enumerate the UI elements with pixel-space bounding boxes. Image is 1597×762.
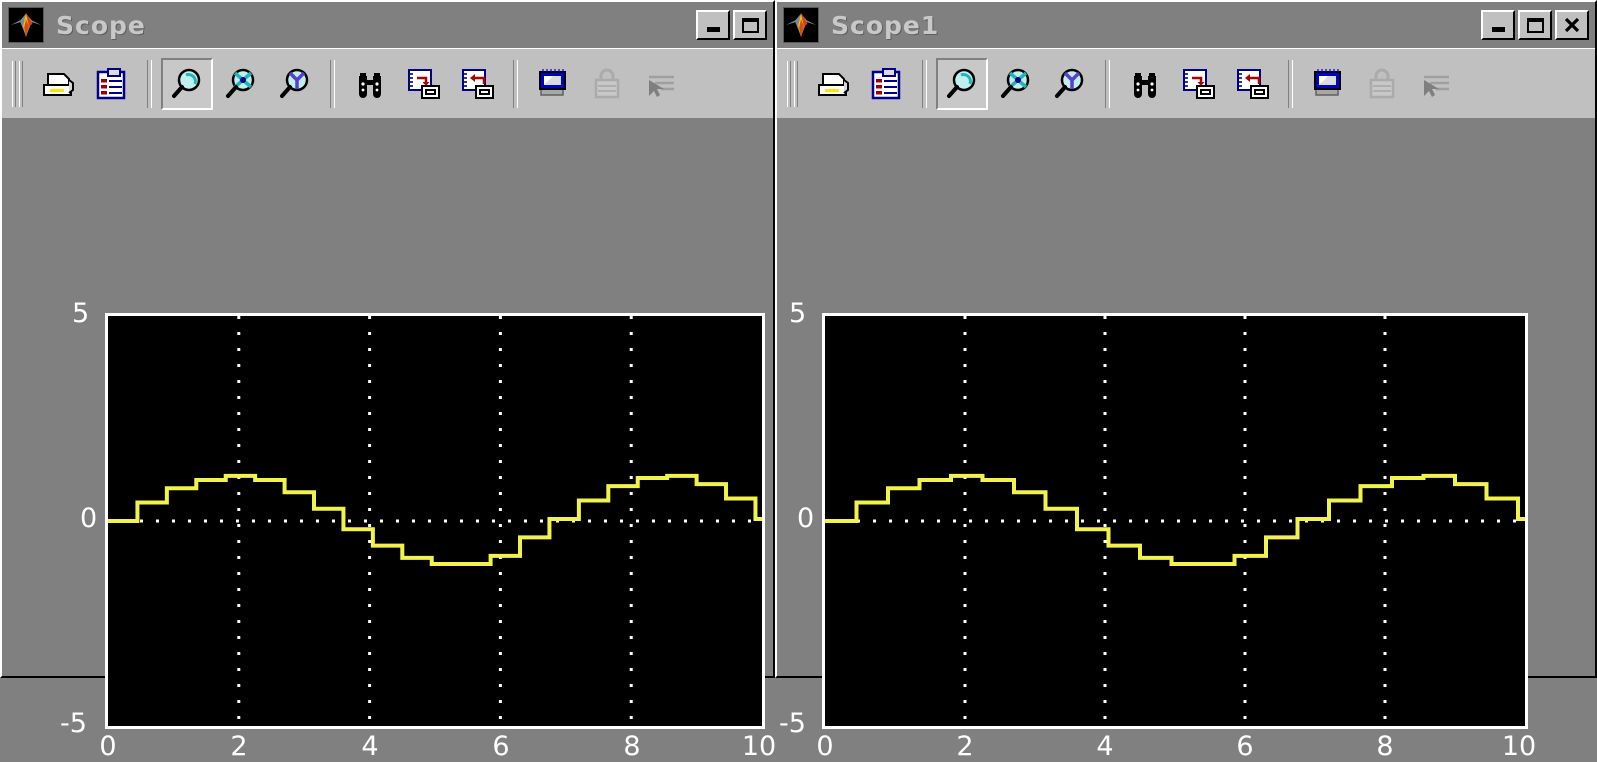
zoom-x-magnifier-icon — [226, 68, 255, 98]
x-tick-label-4: 4 — [1096, 731, 1114, 762]
autoscale-button[interactable] — [1119, 58, 1171, 110]
binoculars-icon — [359, 72, 381, 98]
matlab-membrane-icon — [8, 7, 44, 43]
y-tick-label-bottom: -5 — [60, 708, 87, 739]
zoom-y-magnifier-icon — [280, 68, 309, 98]
restore-axes-icon — [462, 68, 494, 99]
lock-axes-icon — [594, 68, 620, 98]
minimize-icon — [698, 12, 728, 38]
plot-canvas[interactable] — [822, 313, 1528, 729]
zoom-x-button[interactable] — [215, 58, 267, 110]
floating-scope-icon — [539, 68, 566, 96]
parameters-clipboard-icon — [96, 67, 126, 99]
lock-axes-button — [581, 58, 633, 110]
restore-axes-button[interactable] — [1227, 58, 1279, 110]
zoom-magnifier-icon — [172, 68, 201, 98]
y-tick-label-zero: 0 — [80, 503, 98, 534]
x-tick-label-0: 0 — [99, 731, 117, 762]
restore-axes-button[interactable] — [452, 58, 504, 110]
floating-scope-icon — [1314, 68, 1341, 96]
window-title: Scope — [56, 10, 146, 40]
print-button[interactable] — [32, 58, 84, 110]
parameters-clipboard-icon — [871, 67, 901, 99]
x-tick-label-10: 10 — [1501, 731, 1537, 762]
restore-axes-icon — [1237, 68, 1269, 99]
x-tick-label-6: 6 — [492, 731, 510, 762]
window-buttons — [696, 10, 769, 40]
parameters-button[interactable] — [86, 58, 138, 110]
x-tick-label-8: 8 — [1376, 731, 1394, 762]
lock-axes-button — [1356, 58, 1408, 110]
save-axes-button[interactable] — [398, 58, 450, 110]
plot-svg — [825, 316, 1525, 726]
matlab-membrane-icon — [783, 7, 819, 43]
binoculars-icon — [1134, 72, 1156, 98]
signal-selection-button — [635, 58, 687, 110]
y-tick-label-bottom: -5 — [779, 708, 806, 739]
y-tick-label-zero: 0 — [797, 503, 815, 534]
window-buttons — [1481, 10, 1591, 40]
scope-window-scope1[interactable]: Scope1 — [775, 0, 1597, 760]
titlebar[interactable]: Scope1 — [777, 2, 1595, 48]
zoom-y-magnifier-icon — [1055, 68, 1084, 98]
separator-icon — [1105, 59, 1110, 108]
save-axes-icon — [1183, 68, 1215, 99]
scope-window-scope[interactable]: Scope — [0, 0, 776, 760]
grip-icon[interactable] — [787, 60, 799, 107]
maximize-icon — [1520, 12, 1550, 38]
save-axes-button[interactable] — [1173, 58, 1225, 110]
zoom-y-button[interactable] — [269, 58, 321, 110]
maximize-button[interactable] — [1518, 10, 1552, 40]
x-tick-label-2: 2 — [230, 731, 248, 762]
zoom-x-magnifier-icon — [1001, 68, 1030, 98]
signal-selection-icon — [649, 75, 674, 97]
zoom-x-button[interactable] — [990, 58, 1042, 110]
zoom-magnifier-icon — [947, 68, 976, 98]
floating-scope-button[interactable] — [1302, 58, 1354, 110]
zoom-button[interactable] — [936, 57, 988, 110]
y-tick-label-top: 5 — [72, 298, 90, 329]
grip-icon[interactable] — [12, 60, 24, 107]
x-tick-label-2: 2 — [956, 731, 974, 762]
separator-icon — [922, 59, 927, 108]
titlebar[interactable]: Scope — [2, 2, 773, 48]
close-button[interactable] — [1555, 10, 1589, 40]
separator-icon — [147, 59, 152, 108]
x-tick-label-8: 8 — [623, 731, 641, 762]
window-title: Scope1 — [831, 10, 940, 40]
x-tick-label-6: 6 — [1236, 731, 1254, 762]
signal-selection-icon — [1424, 75, 1449, 97]
minimize-icon — [1483, 12, 1513, 38]
x-tick-label-0: 0 — [816, 731, 834, 762]
zoom-y-button[interactable] — [1044, 58, 1096, 110]
zoom-button[interactable] — [161, 57, 213, 110]
plot-area-scope: 5 0 -5 0 2 4 6 8 10 — [2, 120, 776, 760]
close-icon — [1557, 12, 1587, 38]
plot-svg — [108, 316, 762, 726]
lock-axes-icon — [1369, 68, 1395, 98]
maximize-icon — [735, 12, 765, 38]
floating-scope-button[interactable] — [527, 58, 579, 110]
x-tick-label-10: 10 — [741, 731, 777, 762]
minimize-button[interactable] — [1481, 10, 1515, 40]
print-button[interactable] — [807, 58, 859, 110]
save-axes-icon — [408, 68, 440, 99]
printer-icon — [818, 72, 849, 96]
minimize-button[interactable] — [696, 10, 730, 40]
maximize-button[interactable] — [733, 10, 767, 40]
plot-area-scope1: 5 0 -5 0 2 4 6 8 10 — [777, 120, 1595, 760]
printer-icon — [43, 72, 74, 96]
separator-icon — [330, 59, 335, 108]
toolbar[interactable] — [777, 48, 1595, 120]
parameters-button[interactable] — [861, 58, 913, 110]
separator-icon — [513, 59, 518, 108]
signal-selection-button — [1410, 58, 1462, 110]
toolbar[interactable] — [2, 48, 773, 120]
autoscale-button[interactable] — [344, 58, 396, 110]
separator-icon — [1288, 59, 1293, 108]
x-tick-label-4: 4 — [361, 731, 379, 762]
plot-canvas[interactable] — [105, 313, 765, 729]
y-tick-label-top: 5 — [789, 298, 807, 329]
